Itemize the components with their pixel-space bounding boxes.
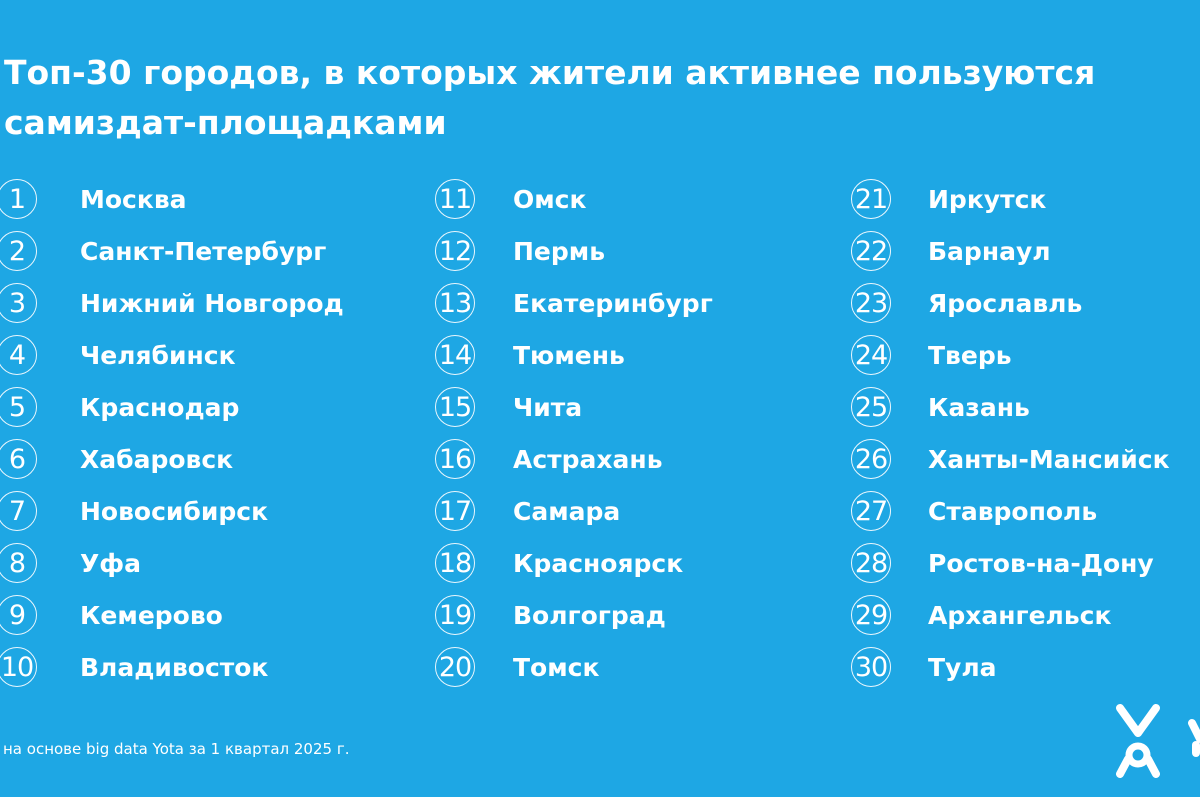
rank-badge: 6 — [0, 439, 37, 479]
city-name: Барнаул — [928, 236, 1051, 266]
city-name: Нижний Новгород — [80, 288, 344, 318]
rank-badge: 18 — [435, 543, 475, 583]
list-item: 17 Самара — [435, 485, 713, 537]
city-name: Ростов-на-Дону — [928, 548, 1154, 578]
list-item: 16 Астрахань — [435, 433, 713, 485]
list-item: 1 Москва — [0, 173, 344, 225]
yota-logo-icon — [1112, 703, 1200, 783]
city-name: Новосибирск — [80, 496, 269, 526]
list-item: 22 Барнаул — [851, 225, 1170, 277]
list-item: 30 Тула — [851, 641, 1170, 693]
city-name: Екатеринбург — [513, 288, 713, 318]
city-name: Пермь — [513, 236, 606, 266]
list-item: 14 Тюмень — [435, 329, 713, 381]
city-name: Томск — [513, 652, 600, 682]
city-name: Санкт-Петербург — [80, 236, 327, 266]
list-item: 8 Уфа — [0, 537, 344, 589]
page-title: Топ-30 городов, в которых жители активне… — [4, 48, 1184, 148]
list-item: 9 Кемерово — [0, 589, 344, 641]
rank-badge: 20 — [435, 647, 475, 687]
city-name: Тверь — [928, 340, 1012, 370]
city-name: Ярославль — [928, 288, 1083, 318]
rank-badge: 17 — [435, 491, 475, 531]
list-item: 12 Пермь — [435, 225, 713, 277]
rank-badge: 4 — [0, 335, 37, 375]
page-title-line-1: Топ-30 городов, в которых жители активне… — [4, 53, 1096, 92]
city-name: Москва — [80, 184, 187, 214]
list-item: 4 Челябинск — [0, 329, 344, 381]
city-name: Самара — [513, 496, 621, 526]
city-name: Ставрополь — [928, 496, 1098, 526]
rank-badge: 30 — [851, 647, 891, 687]
rank-badge: 14 — [435, 335, 475, 375]
rank-badge: 24 — [851, 335, 891, 375]
list-item: 19 Волгоград — [435, 589, 713, 641]
list-item: 28 Ростов-на-Дону — [851, 537, 1170, 589]
list-item: 15 Чита — [435, 381, 713, 433]
ranking-column-3: 21 Иркутск 22 Барнаул 23 Ярославль 24 Тверь … — [851, 173, 1170, 693]
list-item: 24 Тверь — [851, 329, 1170, 381]
city-name: Ханты-Мансийск — [928, 444, 1170, 474]
city-name: Краснодар — [80, 392, 240, 422]
city-name: Казань — [928, 392, 1030, 422]
list-item: 3 Нижний Новгород — [0, 277, 344, 329]
rank-badge: 11 — [435, 179, 475, 219]
rank-badge: 2 — [0, 231, 37, 271]
rank-badge: 5 — [0, 387, 37, 427]
page-title-line-2: самиздат-площадками — [4, 103, 447, 142]
list-item: 7 Новосибирск — [0, 485, 344, 537]
rank-badge: 7 — [0, 491, 37, 531]
city-name: Тюмень — [513, 340, 625, 370]
city-name: Архангельск — [928, 600, 1112, 630]
rank-badge: 22 — [851, 231, 891, 271]
rank-badge: 10 — [0, 647, 37, 687]
city-name: Чита — [513, 392, 583, 422]
city-name: Волгоград — [513, 600, 666, 630]
city-name: Хабаровск — [80, 444, 234, 474]
city-name: Уфа — [80, 548, 141, 578]
list-item: 27 Ставрополь — [851, 485, 1170, 537]
list-item: 11 Омск — [435, 173, 713, 225]
rank-badge: 23 — [851, 283, 891, 323]
rank-badge: 1 — [0, 179, 37, 219]
list-item: 26 Ханты-Мансийск — [851, 433, 1170, 485]
rank-badge: 19 — [435, 595, 475, 635]
rank-badge: 27 — [851, 491, 891, 531]
rank-badge: 15 — [435, 387, 475, 427]
source-footnote: на основе big data Yota за 1 квартал 202… — [3, 740, 350, 758]
rank-badge: 28 — [851, 543, 891, 583]
list-item: 5 Краснодар — [0, 381, 344, 433]
ranking-column-2: 11 Омск 12 Пермь 13 Екатеринбург 14 Тюмень 1… — [435, 173, 713, 693]
list-item: 13 Екатеринбург — [435, 277, 713, 329]
city-name: Астрахань — [513, 444, 663, 474]
list-item: 23 Ярославль — [851, 277, 1170, 329]
list-item: 6 Хабаровск — [0, 433, 344, 485]
list-item: 29 Архангельск — [851, 589, 1170, 641]
rank-badge: 16 — [435, 439, 475, 479]
list-item: 25 Казань — [851, 381, 1170, 433]
rank-badge: 13 — [435, 283, 475, 323]
rank-badge: 9 — [0, 595, 37, 635]
city-name: Владивосток — [80, 652, 269, 682]
city-name: Красноярск — [513, 548, 684, 578]
list-item: 18 Красноярск — [435, 537, 713, 589]
city-name: Иркутск — [928, 184, 1047, 214]
list-item: 2 Санкт-Петербург — [0, 225, 344, 277]
rank-badge: 29 — [851, 595, 891, 635]
city-name: Тула — [928, 652, 997, 682]
city-name: Челябинск — [80, 340, 236, 370]
rank-badge: 12 — [435, 231, 475, 271]
rank-badge: 8 — [0, 543, 37, 583]
rank-badge: 21 — [851, 179, 891, 219]
rank-badge: 26 — [851, 439, 891, 479]
list-item: 10 Владивосток — [0, 641, 344, 693]
city-name: Омск — [513, 184, 587, 214]
list-item: 20 Томск — [435, 641, 713, 693]
rank-badge: 3 — [0, 283, 37, 323]
ranking-column-1: 1 Москва 2 Санкт-Петербург 3 Нижний Новгоро… — [0, 173, 344, 693]
list-item: 21 Иркутск — [851, 173, 1170, 225]
city-name: Кемерово — [80, 600, 223, 630]
rank-badge: 25 — [851, 387, 891, 427]
